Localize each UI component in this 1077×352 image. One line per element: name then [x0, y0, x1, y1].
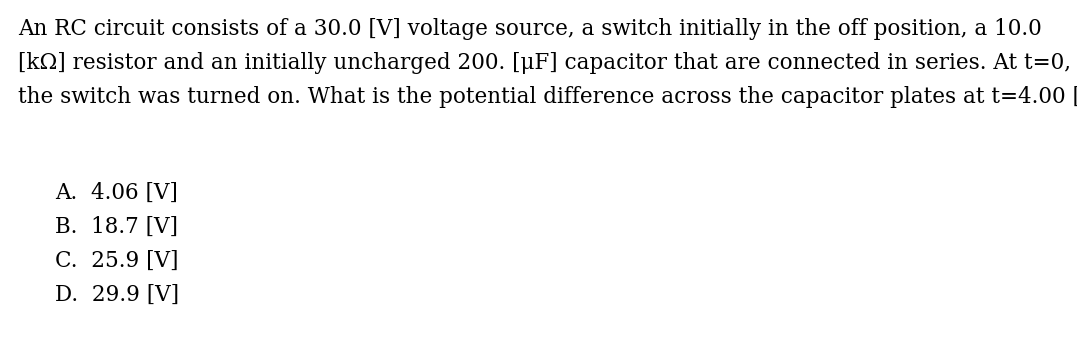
Text: [kΩ] resistor and an initially uncharged 200. [μF] capacitor that are connected : [kΩ] resistor and an initially uncharged…: [18, 52, 1071, 74]
Text: the switch was turned on. What is the potential difference across the capacitor : the switch was turned on. What is the po…: [18, 86, 1077, 108]
Text: D.  29.9 [V]: D. 29.9 [V]: [55, 284, 179, 306]
Text: An RC circuit consists of a 30.0 [V] voltage source, a switch initially in the o: An RC circuit consists of a 30.0 [V] vol…: [18, 18, 1041, 40]
Text: C.  25.9 [V]: C. 25.9 [V]: [55, 250, 179, 272]
Text: B.  18.7 [V]: B. 18.7 [V]: [55, 216, 178, 238]
Text: A.  4.06 [V]: A. 4.06 [V]: [55, 182, 178, 204]
